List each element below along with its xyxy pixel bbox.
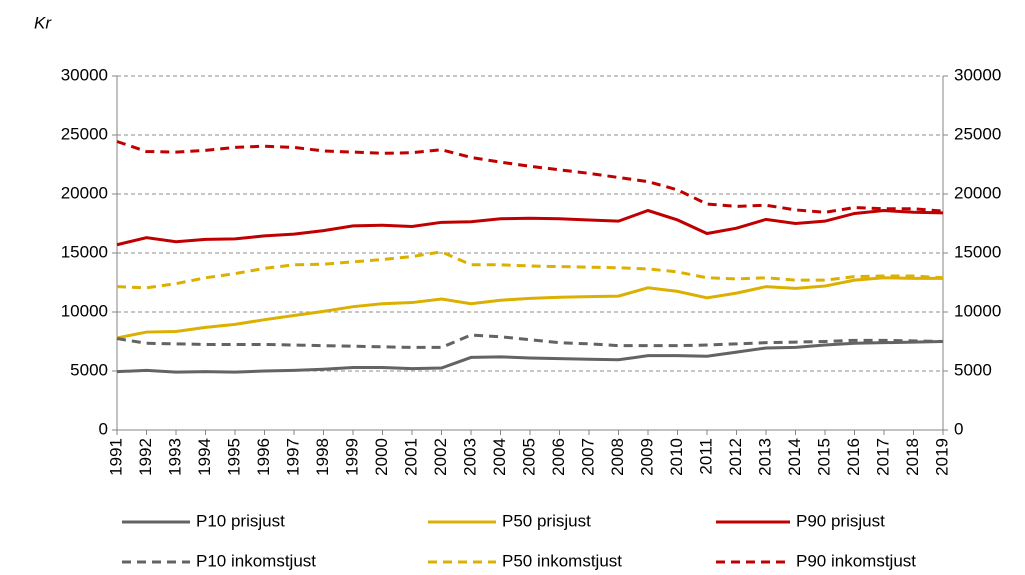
- x-tick-label: 2007: [578, 438, 597, 476]
- x-tick-label: 1992: [136, 438, 155, 476]
- x-tick-label: 2014: [785, 438, 804, 476]
- legend-label: P90 prisjust: [796, 511, 885, 530]
- x-tick-label: 1991: [106, 438, 125, 476]
- x-tick-label: 1998: [313, 438, 332, 476]
- series-line: [116, 340, 944, 374]
- y2-tick-label: 15000: [954, 242, 1001, 261]
- x-tick-label: 1995: [224, 438, 243, 476]
- y-tick-label: 0: [99, 419, 108, 438]
- x-tick-label: 2013: [755, 438, 774, 476]
- legend-label: P90 inkomstjust: [796, 551, 916, 570]
- x-tick-label: 2017: [873, 438, 892, 476]
- x-tick-label: 2005: [519, 438, 538, 476]
- x-tick-label: 1994: [195, 438, 214, 476]
- legend-label: P10 inkomstjust: [196, 551, 316, 570]
- x-tick-label: 2006: [549, 438, 568, 476]
- x-tick-label: 2000: [372, 438, 391, 476]
- y-tick-label: 20000: [61, 183, 108, 202]
- x-tick-label: 2002: [431, 438, 450, 476]
- x-tick-label: 2016: [844, 438, 863, 476]
- y-tick-label: 30000: [61, 65, 108, 84]
- y-tick-label: 10000: [61, 301, 108, 320]
- x-tick-label: 1999: [342, 438, 361, 476]
- y2-tick-label: 30000: [954, 65, 1001, 84]
- series-line: [116, 276, 943, 340]
- x-tick-label: 2011: [696, 438, 715, 475]
- x-tick-label: 1996: [254, 438, 273, 476]
- x-tick-label: 2010: [667, 438, 686, 476]
- x-tick-label: 1993: [165, 438, 184, 476]
- series-line: [116, 333, 944, 349]
- x-tick-label: 2015: [814, 438, 833, 476]
- x-tick-label: 2018: [903, 438, 922, 476]
- y-axis-label: Kr: [34, 13, 52, 32]
- x-tick-label: 2012: [726, 438, 745, 476]
- x-tick-label: 1997: [283, 438, 302, 476]
- y2-tick-label: 10000: [954, 301, 1001, 320]
- y-tick-label: 5000: [70, 360, 108, 379]
- y2-tick-label: 20000: [954, 183, 1001, 202]
- y2-tick-label: 25000: [954, 124, 1001, 143]
- y2-tick-label: 0: [954, 419, 963, 438]
- legend-label: P10 prisjust: [196, 511, 285, 530]
- series-line: [116, 140, 944, 214]
- y2-tick-label: 5000: [954, 360, 992, 379]
- legend-label: P50 prisjust: [502, 511, 591, 530]
- x-tick-label: 2009: [637, 438, 656, 476]
- series-line: [116, 208, 944, 247]
- series-line: [116, 250, 944, 290]
- y-tick-label: 15000: [61, 242, 108, 261]
- legend-label: P50 inkomstjust: [502, 551, 622, 570]
- x-tick-label: 2019: [932, 438, 951, 476]
- x-tick-label: 2008: [608, 438, 627, 476]
- x-tick-label: 2004: [490, 438, 509, 476]
- y-tick-label: 25000: [61, 124, 108, 143]
- x-tick-label: 2003: [460, 438, 479, 476]
- x-tick-label: 2001: [401, 438, 420, 476]
